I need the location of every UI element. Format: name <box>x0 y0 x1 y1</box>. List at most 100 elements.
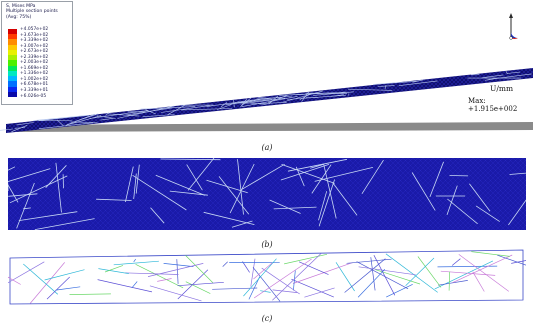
legend-swatch <box>8 55 17 61</box>
legend-title: S, Mises MPa <box>6 4 36 9</box>
legend-avg: (Avg: 75%) <box>6 14 32 20</box>
panel-a-crack-lines <box>0 70 532 132</box>
crack-line <box>240 98 248 108</box>
crack-line <box>451 258 461 266</box>
crack-line <box>281 164 335 184</box>
crack-line <box>268 95 279 105</box>
legend-value: +3.339e+01 <box>20 88 49 94</box>
crack-line <box>38 122 93 129</box>
legend-swatch <box>8 49 17 56</box>
crack-line <box>117 105 175 119</box>
legend-value: +2.673e+02 <box>20 49 49 55</box>
crack-line <box>241 97 253 106</box>
crack-line <box>280 164 330 181</box>
crack-line <box>104 265 124 273</box>
crack-line <box>472 271 485 292</box>
crack-line <box>160 158 221 161</box>
orientation-triad <box>505 12 527 46</box>
crack-line <box>23 207 31 210</box>
legend-swatch <box>8 34 17 40</box>
crack-line <box>218 176 250 215</box>
crack-line <box>242 261 250 273</box>
crack-line <box>471 251 510 257</box>
legend-swatch <box>8 44 17 51</box>
crack-line <box>252 267 281 302</box>
crack-line <box>386 283 413 298</box>
panel-c-crack-network <box>8 251 526 304</box>
crack-line <box>135 263 184 289</box>
crack-line <box>298 261 329 275</box>
crack-line <box>323 164 337 219</box>
crack-line <box>147 263 204 277</box>
legend-swatch <box>8 65 17 72</box>
crack-line <box>318 191 328 221</box>
crack-line <box>8 276 21 285</box>
crack-line <box>256 96 283 100</box>
crack-line <box>344 258 386 293</box>
legend-value: +6.678e+01 <box>20 82 49 88</box>
crack-line <box>272 289 298 293</box>
crack-line <box>385 253 438 293</box>
crack-line <box>511 260 526 264</box>
legend-swatch <box>8 29 17 35</box>
caption-b: (b) <box>261 240 273 249</box>
crack-line <box>398 80 438 86</box>
panel-c-crack-lines <box>8 248 526 306</box>
crack-line <box>370 257 376 291</box>
crack-line <box>482 74 504 78</box>
legend-header: S, Mises MPa Multiple section points (Av… <box>6 4 58 20</box>
crack-line <box>330 94 344 97</box>
crack-line <box>167 104 186 116</box>
legend-value: +3.339e+02 <box>20 38 49 44</box>
crack-line <box>185 281 211 294</box>
panel-b-crack-lines <box>8 158 526 230</box>
crack-line <box>8 166 16 171</box>
legend-color-bar <box>8 29 17 98</box>
crack-line <box>411 172 436 211</box>
crack-line <box>187 158 215 191</box>
crack-line <box>46 276 70 300</box>
mesh-fill <box>8 158 526 230</box>
crack-line <box>44 269 85 281</box>
crack-line <box>29 262 65 304</box>
crack-line <box>96 115 116 119</box>
crack-line <box>243 258 277 297</box>
legend-swatch <box>8 81 17 87</box>
crack-line <box>429 161 444 198</box>
legend-swatch <box>8 60 17 66</box>
axis-triad-icon <box>509 13 518 40</box>
legend-value-list: +4.057e+02 +3.673e+02 +3.339e+02 +3.007e+02… <box>20 27 48 99</box>
crack-line <box>225 100 256 106</box>
crack-line <box>405 257 435 287</box>
crack-line <box>8 261 45 284</box>
crack-line <box>347 88 393 91</box>
crack-line <box>241 96 298 107</box>
crack-line <box>384 85 387 90</box>
panel-c-outline <box>9 249 524 305</box>
legend-swatch <box>8 86 17 93</box>
max-displacement-label: Max: +1.915e+002 <box>468 97 518 113</box>
crack-line <box>149 285 202 302</box>
legend-swatch <box>8 91 17 98</box>
crack-line <box>358 266 416 276</box>
crack-line <box>0 128 13 131</box>
crack-line <box>40 115 87 121</box>
crack-line <box>132 174 187 211</box>
crack-line <box>105 112 110 116</box>
crack-line <box>509 172 526 175</box>
crack-line <box>70 121 98 123</box>
crack-line <box>157 278 172 282</box>
crack-line <box>142 114 175 118</box>
legend-value: +2.003e+02 <box>20 60 49 66</box>
crack-line <box>186 164 203 191</box>
crack-line <box>372 81 417 85</box>
crack-line <box>66 113 95 125</box>
crack-line <box>373 255 396 296</box>
crack-line <box>253 258 312 299</box>
crack-line <box>206 98 261 107</box>
crack-line <box>8 193 38 197</box>
crack-line <box>273 206 317 210</box>
crack-line <box>260 290 271 293</box>
caption-a: (a) <box>261 143 273 152</box>
crack-line <box>291 278 334 298</box>
